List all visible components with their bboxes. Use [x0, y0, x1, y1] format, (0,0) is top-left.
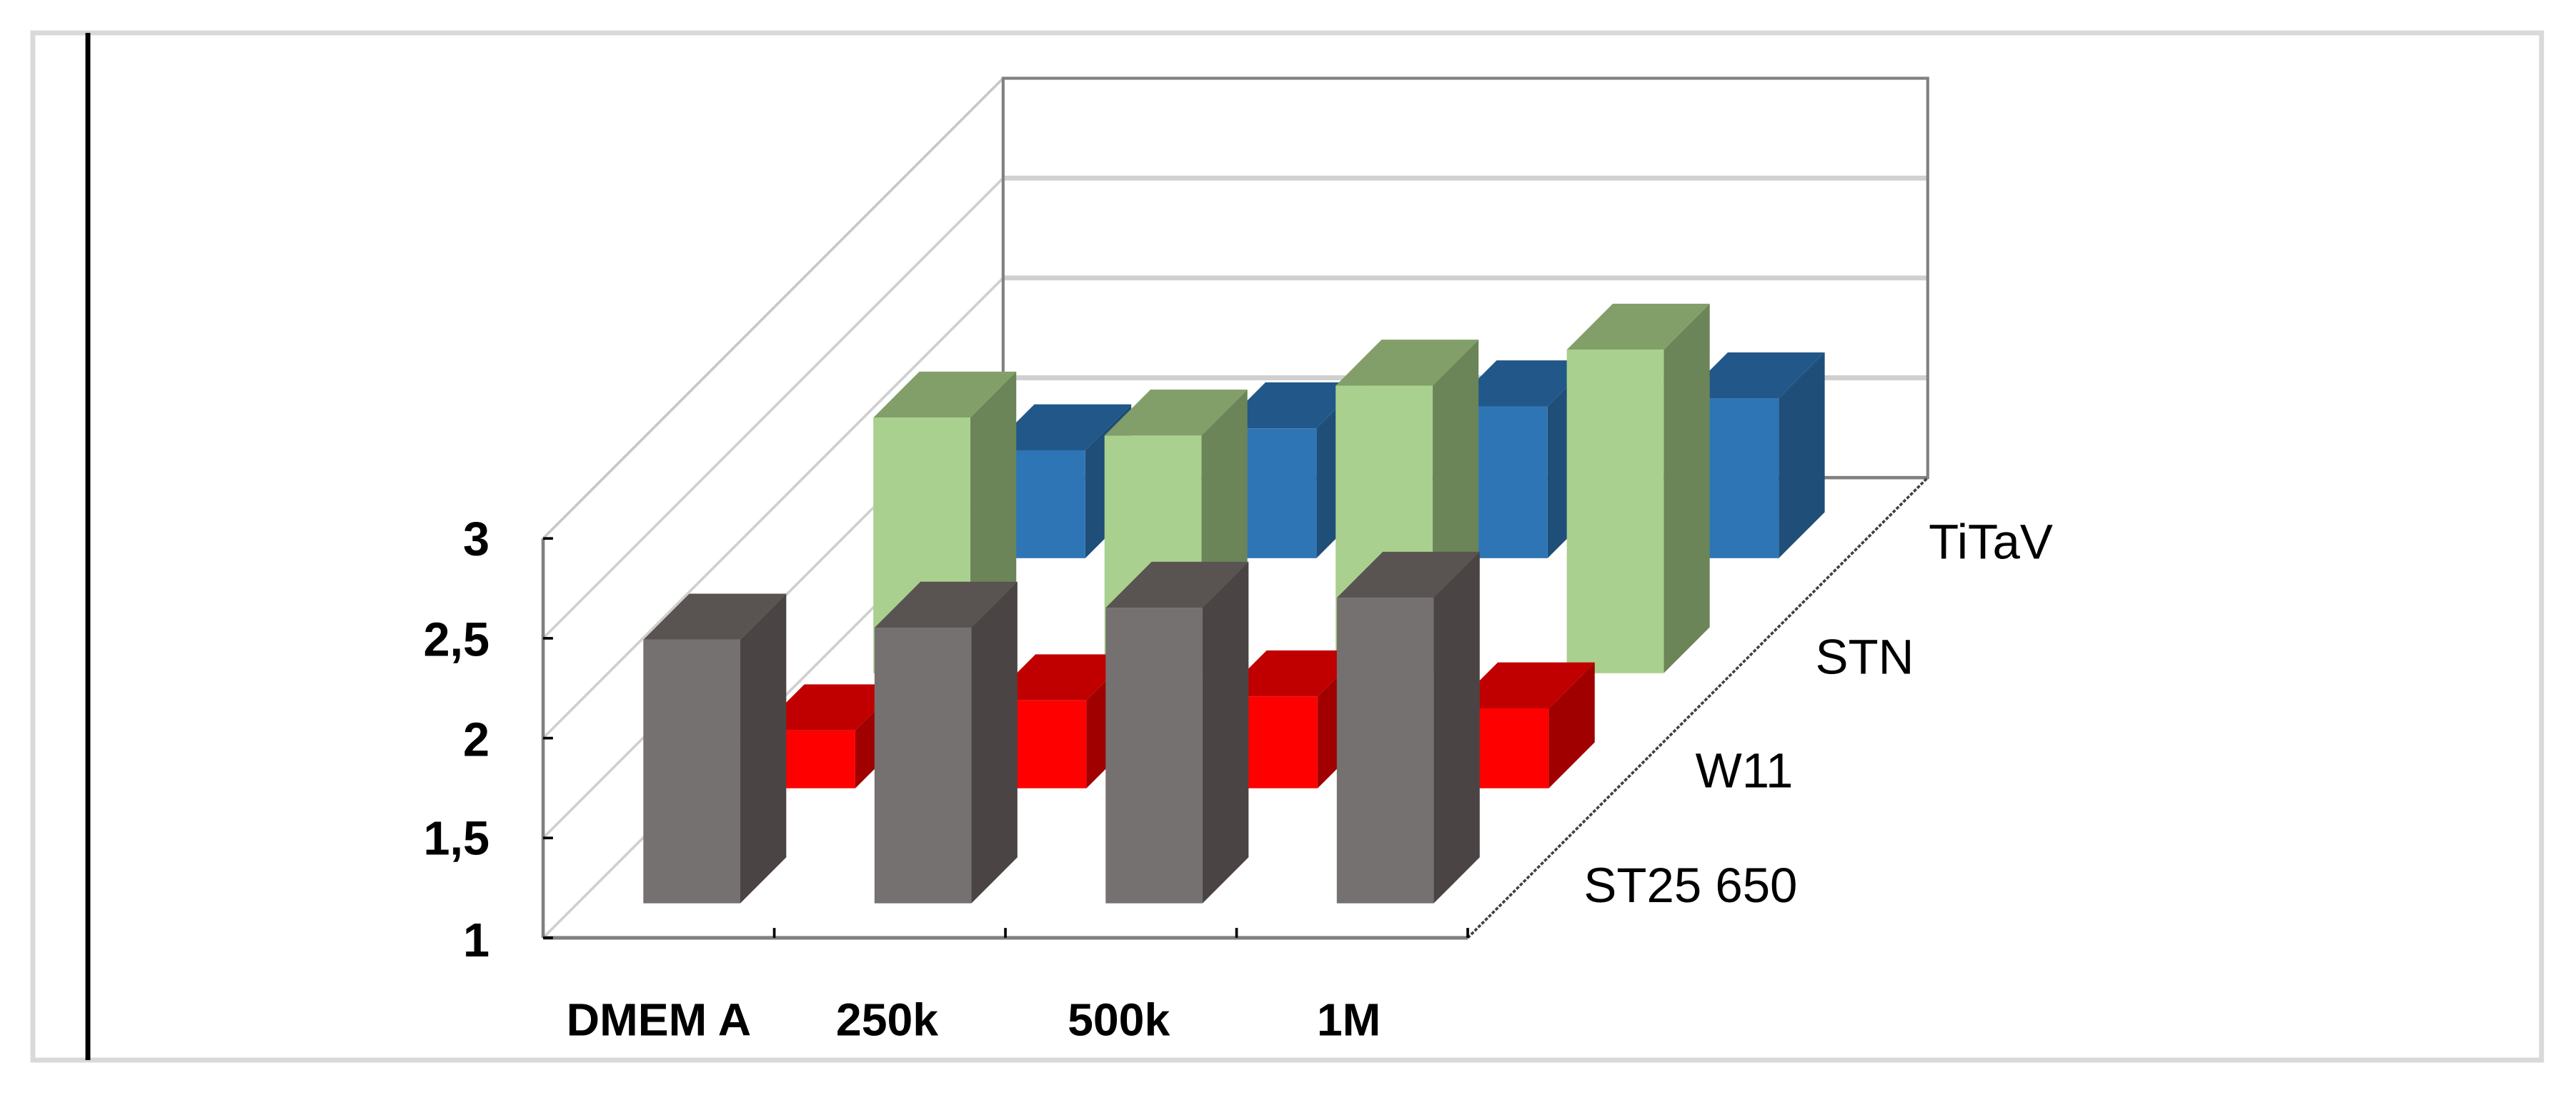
bar-top-face — [1104, 389, 1248, 436]
series-label: ST25 650 — [1583, 858, 1797, 913]
bar-st25-650-3 — [1336, 551, 1480, 904]
bar-top-face — [1336, 551, 1480, 598]
bar-top-face — [1566, 303, 1710, 350]
series-label: STN — [1816, 630, 1914, 685]
x-axis-labels: DMEM A 250k 500k 1M — [567, 994, 1381, 1045]
bar-side-face — [1202, 561, 1249, 904]
bar-top-face — [1451, 360, 1594, 407]
bar-side-face — [971, 581, 1018, 904]
y-tick-label: 3 — [463, 513, 489, 566]
bar-top-face — [1451, 662, 1595, 708]
bar-top-face — [1681, 352, 1825, 399]
y-tick-label: 1,5 — [423, 813, 489, 866]
y-tick-label: 2,5 — [423, 613, 489, 666]
bar-st25-650-1 — [874, 581, 1018, 904]
category-label: 500k — [1068, 994, 1170, 1045]
y-tick-label: 1 — [463, 914, 489, 967]
bar-side-face — [740, 593, 787, 904]
bar-top-face — [1220, 650, 1364, 697]
bar-side-face — [1433, 551, 1480, 904]
bar-front-face — [643, 639, 740, 904]
category-label: 250k — [836, 994, 938, 1045]
bar-top-face — [643, 593, 787, 640]
depth-axis-labels: ST25 650 W11 STN TiTaV — [1583, 515, 2053, 914]
side-wall-gridline — [542, 177, 1005, 640]
y-tick-label: 2 — [463, 714, 489, 767]
bar-front-face — [1336, 598, 1434, 904]
bar-st25-650-0 — [643, 593, 787, 904]
category-label: 1M — [1317, 994, 1381, 1045]
category-label: DMEM A — [567, 994, 752, 1045]
bar-top-face — [989, 654, 1133, 701]
bar-top-face — [988, 404, 1132, 450]
series-label: W11 — [1696, 743, 1794, 798]
bar-top-face — [873, 371, 1017, 418]
side-wall-gridline — [542, 77, 1005, 540]
bar-top-face — [874, 581, 1018, 628]
bar-top-face — [1336, 340, 1479, 386]
bar-side-face — [1779, 352, 1825, 558]
bar-front-face — [1105, 608, 1203, 904]
bars — [643, 303, 1825, 904]
side-wall-gridline — [542, 277, 1005, 739]
bar-side-face — [1548, 662, 1595, 788]
bar-st25-650-2 — [1105, 561, 1249, 904]
y-axis-labels: 3 2,5 2 1,5 1 — [423, 513, 489, 967]
bar-front-face — [1566, 350, 1664, 673]
bar-front-face — [874, 628, 972, 904]
bar-side-face — [1664, 303, 1710, 673]
series-label: TiTaV — [1929, 515, 2053, 570]
bar-top-face — [1105, 561, 1249, 608]
bar-stn-3 — [1566, 303, 1710, 673]
bar-top-face — [1219, 382, 1363, 429]
bar-top-face — [758, 684, 902, 731]
chart-walls — [541, 76, 1929, 940]
